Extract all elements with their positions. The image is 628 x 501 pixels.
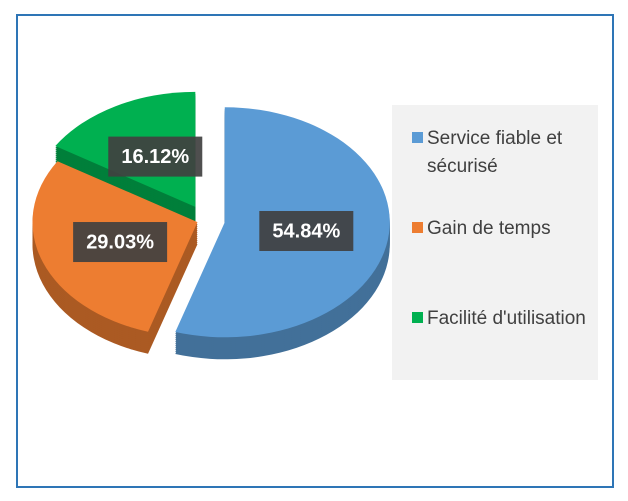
- pie: 54.84% 29.03% 16.12%: [32, 91, 390, 360]
- legend-swatch: [412, 312, 423, 323]
- data-label: 54.84%: [272, 220, 340, 242]
- legend-item: Gain de temps: [412, 215, 592, 243]
- data-label: 16.12%: [121, 146, 189, 168]
- label-box: [73, 222, 168, 263]
- legend-swatch: [412, 222, 423, 233]
- legend: Service fiable et sécurisé Gain de temps F…: [392, 105, 598, 380]
- legend-item: Facilité d'utilisation: [412, 305, 592, 333]
- legend-label: Facilité d'utilisation: [427, 308, 586, 329]
- label-box: [259, 210, 354, 251]
- label-box: [108, 136, 203, 177]
- legend-label: Service fiable et sécurisé: [427, 128, 563, 177]
- legend-item: Service fiable et sécurisé: [412, 125, 592, 181]
- legend-label: Gain de temps: [427, 218, 551, 239]
- frame: [16, 14, 614, 488]
- data-label: 29.03%: [86, 231, 154, 253]
- legend-swatch: [412, 132, 423, 143]
